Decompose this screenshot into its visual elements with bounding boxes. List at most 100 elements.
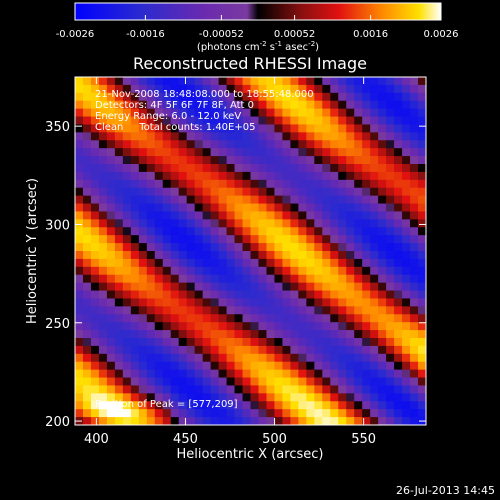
- image-cell: [138, 235, 148, 244]
- image-cell: [210, 322, 219, 331]
- image-cell: [90, 401, 100, 410]
- image-cell: [386, 361, 395, 371]
- image-cell: [234, 156, 243, 165]
- image-cell: [218, 243, 227, 252]
- image-cell: [162, 251, 172, 260]
- image-cell: [146, 377, 156, 386]
- image-cell: [178, 345, 188, 355]
- image-cell: [322, 243, 331, 252]
- image-cell: [282, 108, 291, 117]
- image-cell: [322, 298, 331, 307]
- image-cell: [306, 385, 315, 394]
- image-cell: [146, 322, 156, 331]
- image-cell: [378, 211, 387, 220]
- image-cell: [362, 417, 371, 425]
- image-cell: [122, 132, 132, 141]
- image-cell: [290, 353, 299, 363]
- image-cell: [114, 187, 124, 197]
- image-cell: [298, 353, 307, 363]
- image-cell: [250, 322, 259, 331]
- image-cell: [378, 77, 387, 86]
- image-cell: [354, 401, 363, 410]
- image-cell: [122, 282, 132, 291]
- image-cell: [154, 298, 164, 307]
- image-cell: [330, 124, 339, 133]
- image-cell: [410, 195, 419, 204]
- image-cell: [202, 211, 212, 220]
- image-cell: [290, 179, 299, 189]
- image-cell: [194, 195, 204, 204]
- image-cell: [378, 195, 387, 204]
- image-cell: [290, 251, 299, 260]
- image-cell: [410, 330, 419, 339]
- image-cell: [410, 100, 419, 110]
- image-cell: [290, 132, 299, 141]
- image-cell: [130, 322, 140, 331]
- image-cell: [290, 282, 299, 291]
- image-cell: [298, 148, 307, 157]
- image-cell: [418, 84, 426, 94]
- image-cell: [298, 187, 307, 197]
- image-cell: [210, 156, 219, 165]
- image-cell: [330, 164, 339, 173]
- image-cell: [162, 116, 172, 125]
- image-cell: [402, 203, 411, 212]
- image-cell: [106, 330, 116, 339]
- image-cell: [322, 401, 331, 410]
- image-cell: [322, 417, 331, 425]
- image-cell: [82, 417, 92, 425]
- image-cell: [258, 322, 267, 331]
- image-cell: [274, 124, 283, 133]
- image-cell: [202, 235, 212, 244]
- image-cell: [290, 140, 299, 149]
- image-cell: [114, 409, 124, 418]
- image-cell: [362, 345, 371, 355]
- image-cell: [98, 330, 108, 339]
- image-cell: [354, 409, 363, 418]
- image-cell: [314, 179, 323, 189]
- image-cell: [218, 377, 227, 386]
- image-cell: [330, 179, 339, 189]
- image-cell: [330, 298, 339, 307]
- image-cell: [378, 219, 387, 228]
- image-cell: [346, 108, 355, 117]
- image-cell: [90, 100, 100, 110]
- image-cell: [194, 243, 204, 252]
- image-cell: [75, 322, 84, 331]
- image-cell: [346, 353, 355, 363]
- image-cell: [258, 274, 267, 284]
- image-cell: [354, 84, 363, 94]
- image-cell: [90, 116, 100, 125]
- image-cell: [106, 100, 116, 110]
- image-cell: [330, 156, 339, 165]
- image-cell: [346, 298, 355, 307]
- image-cell: [242, 140, 251, 149]
- image-cell: [170, 124, 180, 133]
- image-cell: [226, 298, 235, 307]
- image-cell: [282, 369, 291, 378]
- image-cell: [170, 385, 180, 394]
- image-cell: [330, 235, 339, 244]
- image-cell: [330, 251, 339, 260]
- image-cell: [282, 314, 291, 323]
- image-cell: [154, 171, 164, 181]
- image-cell: [114, 401, 124, 410]
- image-cell: [402, 219, 411, 228]
- image-cell: [306, 258, 315, 268]
- image-cell: [290, 385, 299, 394]
- image-cell: [138, 243, 148, 252]
- image-cell: [170, 108, 180, 117]
- image-cell: [170, 314, 180, 323]
- image-cell: [82, 353, 92, 363]
- image-cell: [114, 108, 124, 117]
- image-cell: [250, 385, 259, 394]
- image-cell: [402, 84, 411, 94]
- image-cell: [282, 195, 291, 204]
- image-cell: [250, 148, 259, 157]
- image-cell: [114, 251, 124, 260]
- image-cell: [138, 417, 148, 425]
- image-cell: [162, 306, 172, 315]
- image-cell: [114, 377, 124, 386]
- image-cell: [90, 195, 100, 204]
- image-cell: [354, 298, 363, 307]
